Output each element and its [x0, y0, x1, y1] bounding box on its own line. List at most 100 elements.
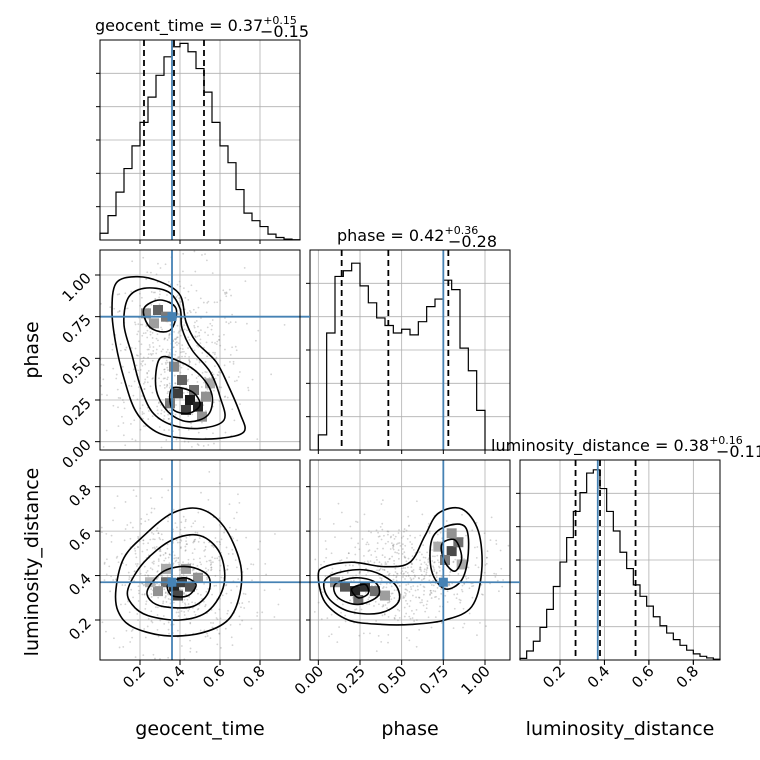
scatter-point [194, 602, 197, 604]
scatter-point [507, 544, 510, 547]
title-geocent-time-plus: +0.15 [263, 14, 297, 27]
scatter-point [411, 594, 414, 597]
scatter-point [393, 616, 396, 619]
scatter-point [421, 601, 423, 604]
scatter-point [359, 570, 362, 573]
scatter-point [192, 568, 195, 571]
scatter-point [353, 579, 355, 582]
scatter-point [157, 596, 160, 599]
density-cell-8 [193, 401, 203, 412]
scatter-point [195, 330, 197, 333]
scatter-point [397, 619, 399, 622]
scatter-point [452, 561, 455, 564]
scatter-point [158, 345, 161, 347]
scatter-point [159, 658, 161, 660]
scatter-point [163, 429, 166, 431]
scatter-point [261, 611, 264, 614]
scatter-point [197, 592, 199, 595]
scatter-point [234, 559, 237, 562]
scatter-point [118, 310, 121, 313]
scatter-point [391, 544, 394, 547]
scatter-point [384, 604, 387, 606]
scatter-point [168, 334, 171, 337]
scatter-point [173, 330, 175, 333]
scatter-point [156, 570, 159, 573]
scatter-point [221, 594, 224, 597]
density-cell-3 [370, 586, 380, 597]
scatter-point [163, 384, 166, 386]
scatter-point [186, 380, 189, 383]
scatter-point [344, 614, 347, 617]
scatter-point [403, 528, 406, 530]
scatter-point [194, 321, 196, 324]
scatter-point [116, 388, 119, 391]
scatter-point [197, 511, 200, 514]
scatter-point [146, 548, 149, 551]
scatter-point [228, 503, 231, 506]
scatter-point [137, 323, 140, 326]
scatter-point [146, 625, 149, 628]
scatter-point [412, 585, 415, 587]
scatter-point [219, 564, 222, 567]
scatter-point [146, 271, 149, 274]
scatter-point [142, 356, 145, 359]
scatter-point [476, 546, 479, 548]
scatter-point [189, 647, 192, 650]
scatter-point [265, 573, 268, 576]
scatter-point [264, 562, 267, 565]
scatter-point [50, 307, 52, 309]
density-cell-10 [189, 385, 199, 395]
scatter-point [105, 630, 107, 633]
scatter-point [326, 617, 329, 620]
scatter-point [435, 571, 438, 574]
scatter-point [422, 578, 425, 580]
scatter-point [368, 603, 371, 606]
scatter-point [183, 610, 186, 613]
scatter-point [138, 292, 141, 295]
scatter-point [376, 558, 378, 561]
scatter-point [166, 348, 169, 351]
scatter-point [219, 371, 222, 374]
scatter-point [112, 404, 115, 407]
scatter-point [103, 563, 106, 565]
scatter-point [439, 531, 442, 534]
scatter-point [169, 323, 172, 326]
scatter-point [143, 388, 146, 391]
scatter-point [434, 590, 437, 593]
scatter-point [224, 293, 227, 295]
scatter-point [193, 610, 196, 613]
pair-content [310, 460, 510, 660]
scatter-point [408, 639, 411, 642]
scatter-point [175, 341, 178, 344]
hist-steps-luminosity-distance [519, 469, 721, 660]
scatter-point [498, 590, 500, 593]
scatter-point [143, 583, 146, 586]
scatter-point [92, 311, 94, 313]
scatter-point [413, 612, 415, 615]
contour-1 [123, 287, 226, 430]
scatter-point [423, 575, 426, 578]
scatter-point [435, 595, 438, 598]
scatter-point [421, 599, 423, 601]
scatter-point [191, 607, 194, 609]
scatter-point [243, 267, 246, 269]
scatter-point [151, 561, 154, 564]
scatter-point [238, 501, 241, 504]
density-cell-10 [446, 528, 457, 539]
scatter-point [164, 337, 166, 340]
scatter-point [231, 313, 234, 316]
scatter-point [210, 328, 213, 331]
scatter-point [179, 371, 182, 374]
scatter-point [367, 543, 370, 546]
scatter-point [96, 599, 98, 601]
scatter-point [320, 563, 322, 566]
scatter-point [142, 542, 145, 545]
scatter-point [320, 618, 323, 621]
scatter-point [354, 553, 357, 556]
scatter-point [415, 558, 418, 561]
scatter-point [174, 353, 177, 356]
scatter-point [378, 569, 380, 572]
scatter-point [314, 558, 317, 561]
scatter-point [395, 579, 398, 582]
